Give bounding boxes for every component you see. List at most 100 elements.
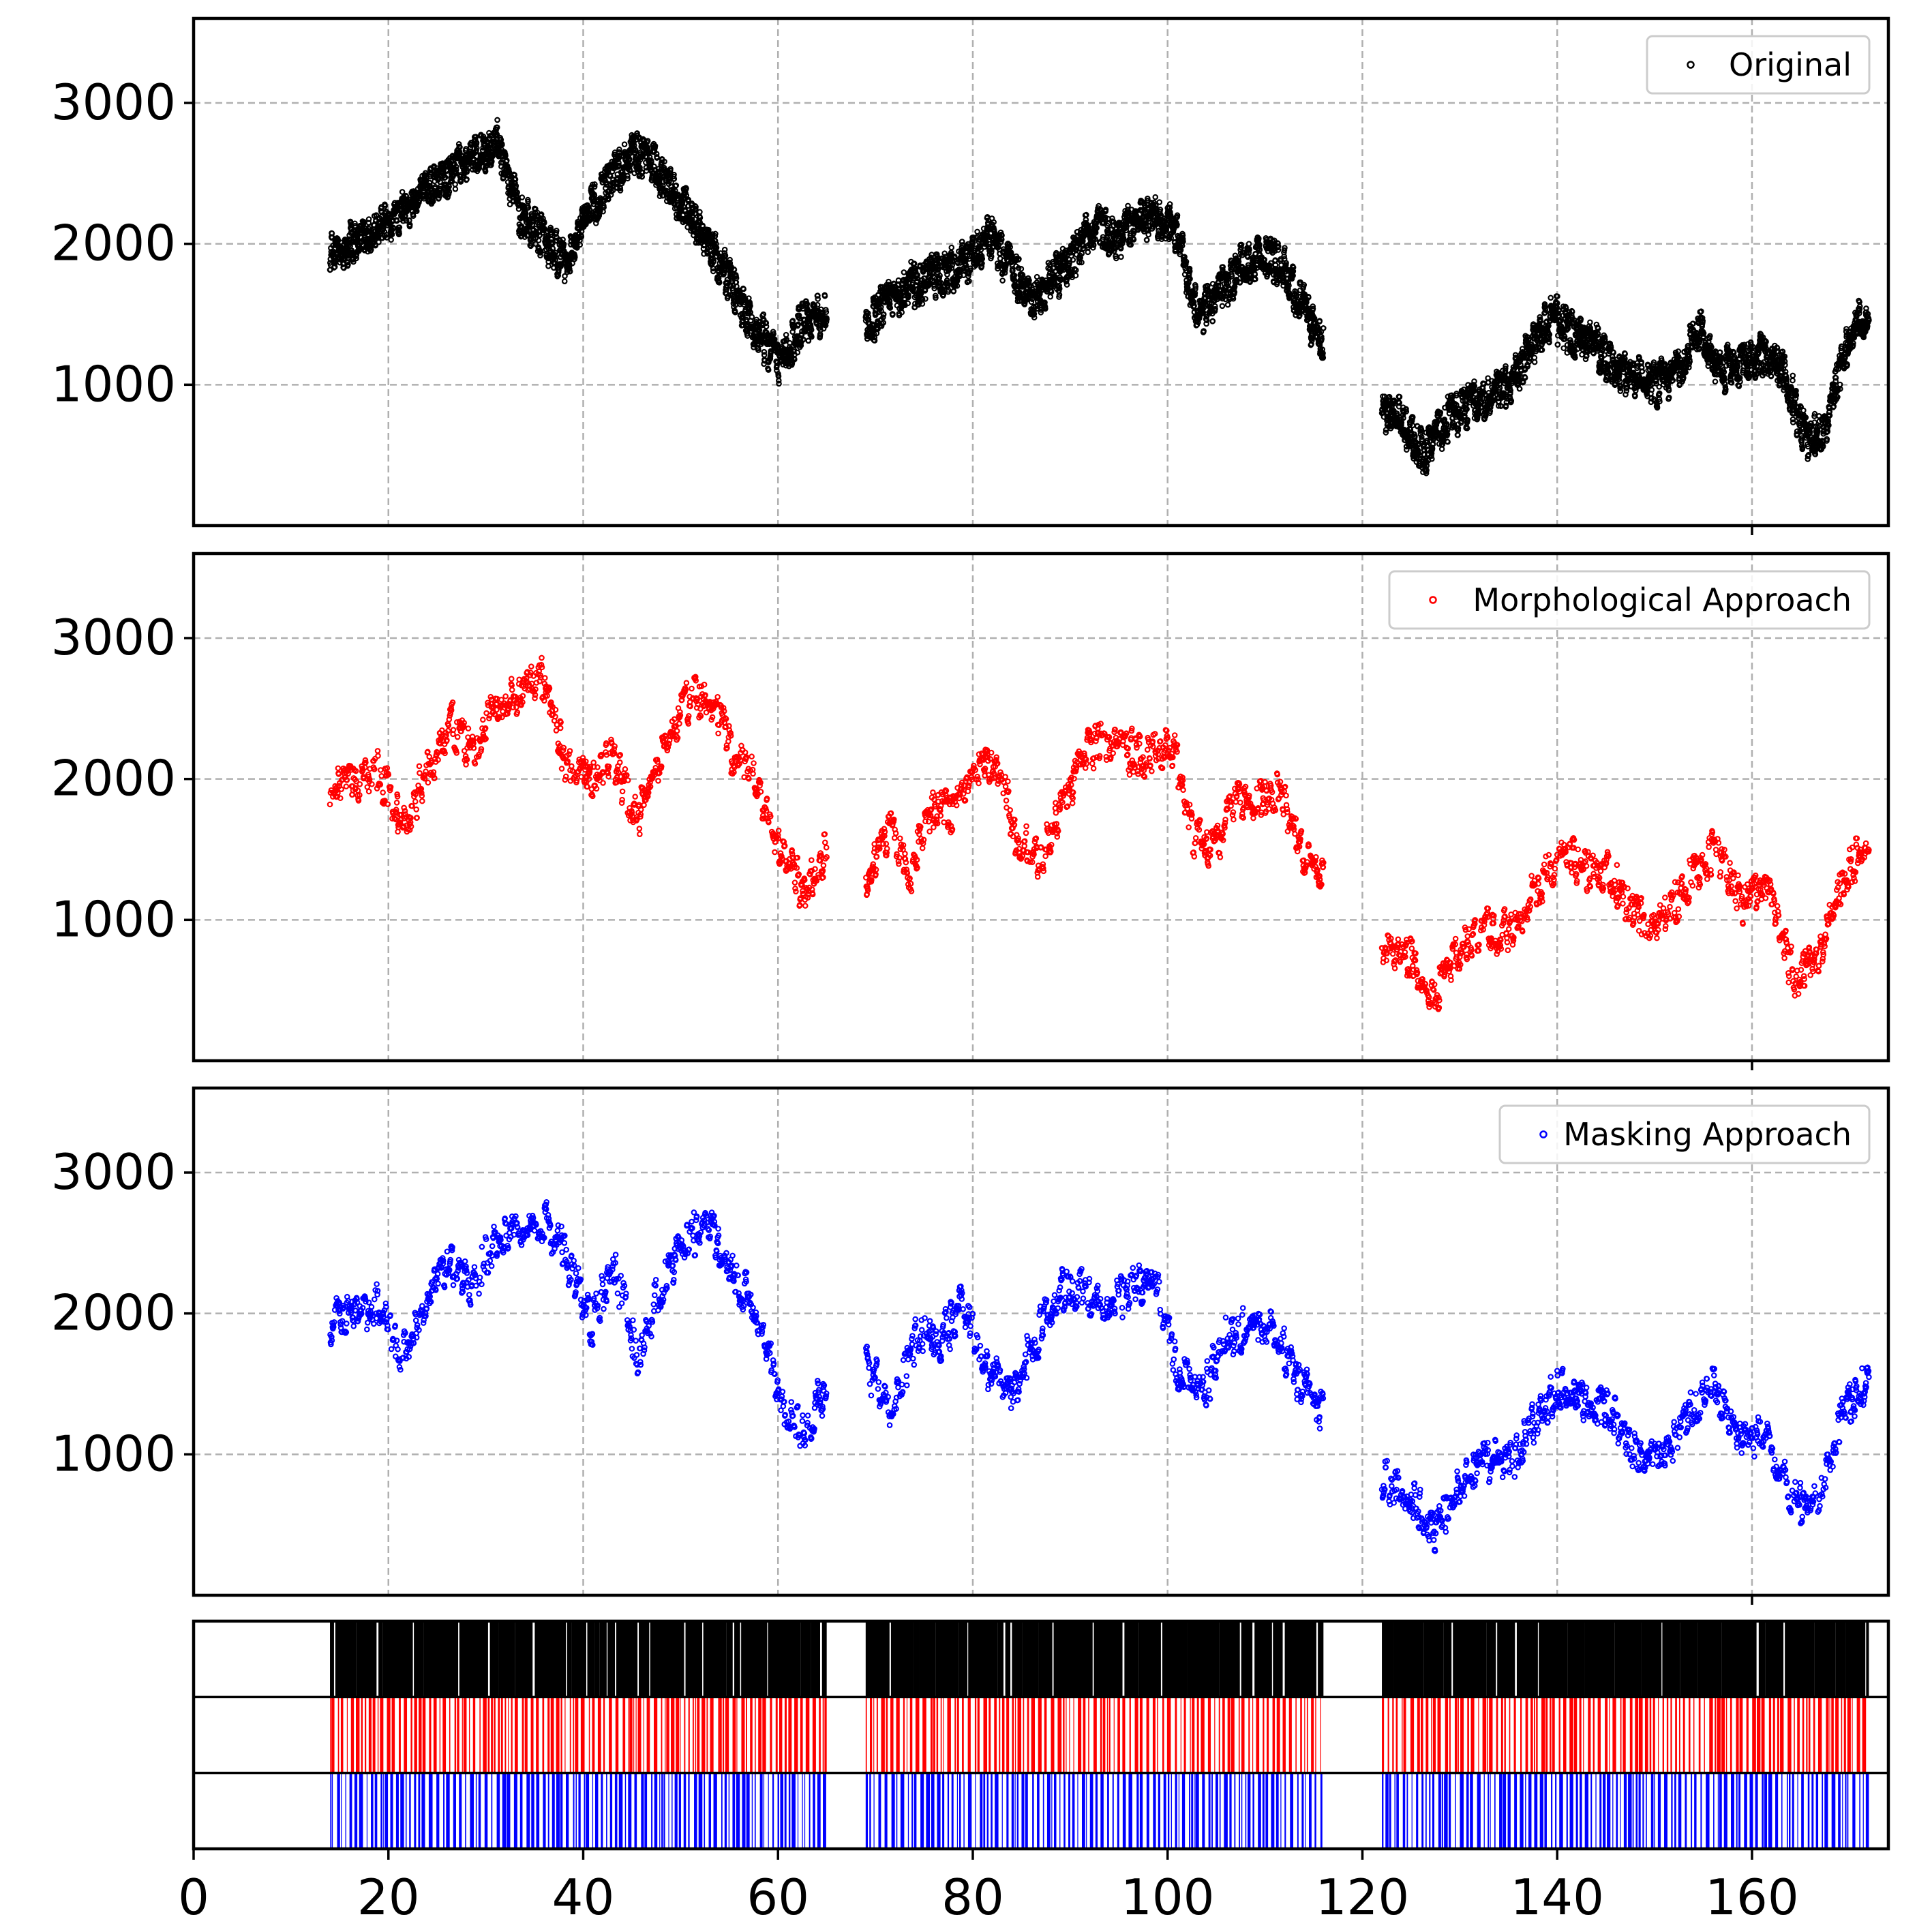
data-point xyxy=(525,205,532,211)
data-point xyxy=(871,337,878,344)
data-point xyxy=(1201,328,1207,334)
data-point xyxy=(494,124,500,131)
data-point xyxy=(1070,256,1076,263)
data-point xyxy=(464,176,470,183)
data-point xyxy=(512,176,519,183)
data-point xyxy=(541,220,547,226)
data-point xyxy=(1252,276,1258,282)
data-point xyxy=(555,272,562,279)
y-tick-label: 1000 xyxy=(51,355,176,412)
data-point xyxy=(578,233,585,240)
data-point xyxy=(731,267,738,273)
data-point xyxy=(388,237,395,243)
data-point xyxy=(410,213,417,220)
data-point xyxy=(1209,318,1216,324)
data-point xyxy=(572,254,578,260)
data-point xyxy=(365,216,372,222)
data-point xyxy=(787,339,793,346)
data-point xyxy=(901,269,907,275)
data-point xyxy=(560,237,566,243)
data-point xyxy=(761,352,768,358)
data-point xyxy=(895,281,902,288)
data-point xyxy=(783,331,789,338)
data-point xyxy=(591,183,598,190)
data-point xyxy=(446,188,453,195)
data-point xyxy=(507,201,513,208)
data-point xyxy=(382,202,389,209)
data-point xyxy=(673,182,680,189)
data-point xyxy=(499,141,505,148)
data-point xyxy=(815,296,821,302)
data-point xyxy=(1156,199,1163,205)
data-point xyxy=(552,250,559,256)
data-point xyxy=(518,223,525,230)
data-point xyxy=(1033,273,1040,280)
data-point xyxy=(529,222,536,228)
data-point xyxy=(504,157,510,164)
data-point xyxy=(1085,249,1091,256)
data-point xyxy=(749,314,755,320)
data-point xyxy=(464,167,470,173)
data-point xyxy=(911,260,918,267)
data-point xyxy=(1125,202,1131,209)
data-point xyxy=(763,323,770,330)
data-point xyxy=(821,292,828,299)
data-point xyxy=(537,252,543,259)
data-point xyxy=(403,193,410,200)
data-point xyxy=(948,244,955,251)
data-point xyxy=(535,237,542,243)
data-point xyxy=(697,209,703,215)
data-point xyxy=(1219,303,1226,310)
data-point xyxy=(549,245,556,252)
data-point xyxy=(525,198,531,205)
data-point xyxy=(560,241,567,247)
data-point xyxy=(1083,211,1089,218)
y-tick-label: 2000 xyxy=(51,215,176,272)
data-point xyxy=(721,246,728,253)
data-point xyxy=(437,179,443,185)
data-point xyxy=(489,158,495,165)
data-point xyxy=(1203,317,1210,323)
data-point xyxy=(591,192,598,199)
data-point xyxy=(427,179,433,186)
data-point xyxy=(436,192,443,199)
data-point xyxy=(396,230,402,237)
data-point xyxy=(621,141,628,148)
data-point xyxy=(814,301,821,308)
data-point xyxy=(1224,301,1231,308)
data-point xyxy=(455,140,462,147)
data-point xyxy=(506,169,513,176)
data-point xyxy=(1063,282,1070,288)
data-point xyxy=(562,273,568,280)
data-point xyxy=(605,196,612,202)
data-point xyxy=(890,311,896,318)
data-point xyxy=(1118,254,1124,260)
data-point xyxy=(561,278,568,284)
data-point xyxy=(399,189,406,195)
data-point xyxy=(1144,237,1150,243)
data-point xyxy=(574,245,580,251)
data-point xyxy=(337,239,344,245)
data-point xyxy=(427,183,433,189)
data-point xyxy=(1117,245,1124,252)
data-point xyxy=(474,145,480,151)
data-point xyxy=(1083,217,1089,223)
data-point xyxy=(1072,272,1079,279)
data-point xyxy=(768,349,774,355)
data-point xyxy=(529,219,535,225)
data-point xyxy=(389,231,395,238)
data-point xyxy=(794,349,801,356)
data-point xyxy=(899,309,905,316)
data-point xyxy=(452,186,459,192)
data-point xyxy=(376,239,382,245)
data-point xyxy=(384,235,390,241)
data-point xyxy=(350,258,357,265)
data-point xyxy=(567,268,573,275)
data-point xyxy=(494,132,500,138)
data-point xyxy=(430,198,436,205)
data-point xyxy=(446,183,452,190)
data-point xyxy=(1152,194,1159,200)
data-point xyxy=(905,300,911,307)
